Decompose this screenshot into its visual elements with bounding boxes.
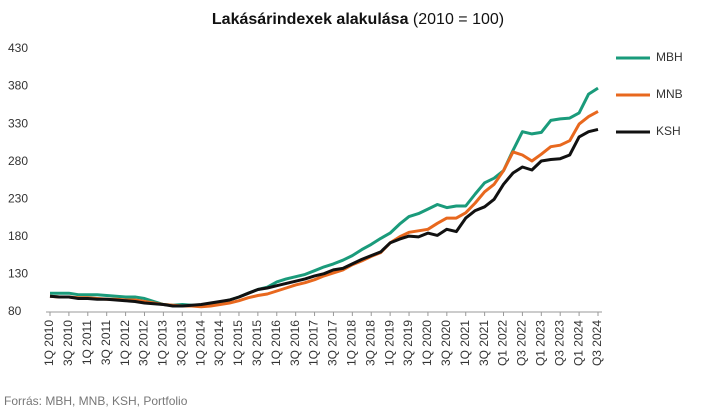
x-tick-label: 1Q 2018 [345,320,359,366]
x-tick-label: Q1 2024 [571,320,585,366]
source: Forrás: MBH, MNB, KSH, Portfolio [4,394,188,408]
x-tick-label: 3Q 2017 [326,320,340,366]
x-tick-label: 3Q 2021 [477,320,491,366]
x-tick-label: 1Q 2016 [269,320,283,366]
x-tick-label: 1Q 2019 [382,320,396,366]
y-tick-label: 330 [8,116,28,130]
x-tick-label: 3Q 2011 [99,320,113,365]
x-tick-label: Q3 2022 [515,320,529,366]
legend-label: MNB [656,87,683,101]
x-tick-label: 3Q 2013 [174,320,188,366]
x-tick-label: 1Q 2012 [118,320,132,366]
x-tick-label: 3Q 2018 [363,320,377,366]
title: Lakásárindexek alakulása [212,11,409,28]
y-tick-label: 280 [8,154,28,168]
x-tick-label: 1Q 2020 [420,320,434,366]
line-series [49,110,599,309]
x-tick-label: 1Q 2017 [307,320,321,366]
x-tick-label: 1Q 2014 [193,320,207,366]
x-tick-label: Q1 2022 [496,320,510,366]
y-tick-label: 380 [8,79,28,93]
x-tick-label: 3Q 2015 [250,320,264,366]
x-tick-label: Q1 2023 [533,320,547,366]
x-tick-label: 3Q 2010 [61,320,75,366]
y-tick-label: 80 [8,304,22,318]
legend-label: KSH [656,124,681,138]
x-tick-label: 3Q 2019 [401,320,415,366]
x-tick-label: Q3 2023 [552,320,566,366]
x-tick-label: 1Q 2021 [458,320,472,366]
x-tick-label: 3Q 2016 [288,320,302,366]
y-tick-label: 130 [8,267,28,281]
y-tick-label: 430 [8,41,28,55]
line-series [49,127,599,308]
x-tick-label: 1Q 2013 [156,320,170,366]
legend-label: MBH [656,50,683,64]
x-tick-label: 3Q 2012 [137,320,151,366]
y-tick-label: 180 [8,229,28,243]
x-tick-label: 1Q 2015 [231,320,245,366]
x-tick-label: 3Q 2020 [439,320,453,366]
chart-title: Lakásárindexek alakulása (2010 = 100) [212,11,504,28]
x-tick-label: 3Q 2014 [212,320,226,366]
y-tick-label: 230 [8,191,28,205]
subtitle: (2010 = 100) [413,11,504,28]
x-tick-label: 1Q 2010 [42,320,56,366]
x-tick-label: Q3 2024 [590,320,604,366]
x-tick-label: 1Q 2011 [80,320,94,365]
